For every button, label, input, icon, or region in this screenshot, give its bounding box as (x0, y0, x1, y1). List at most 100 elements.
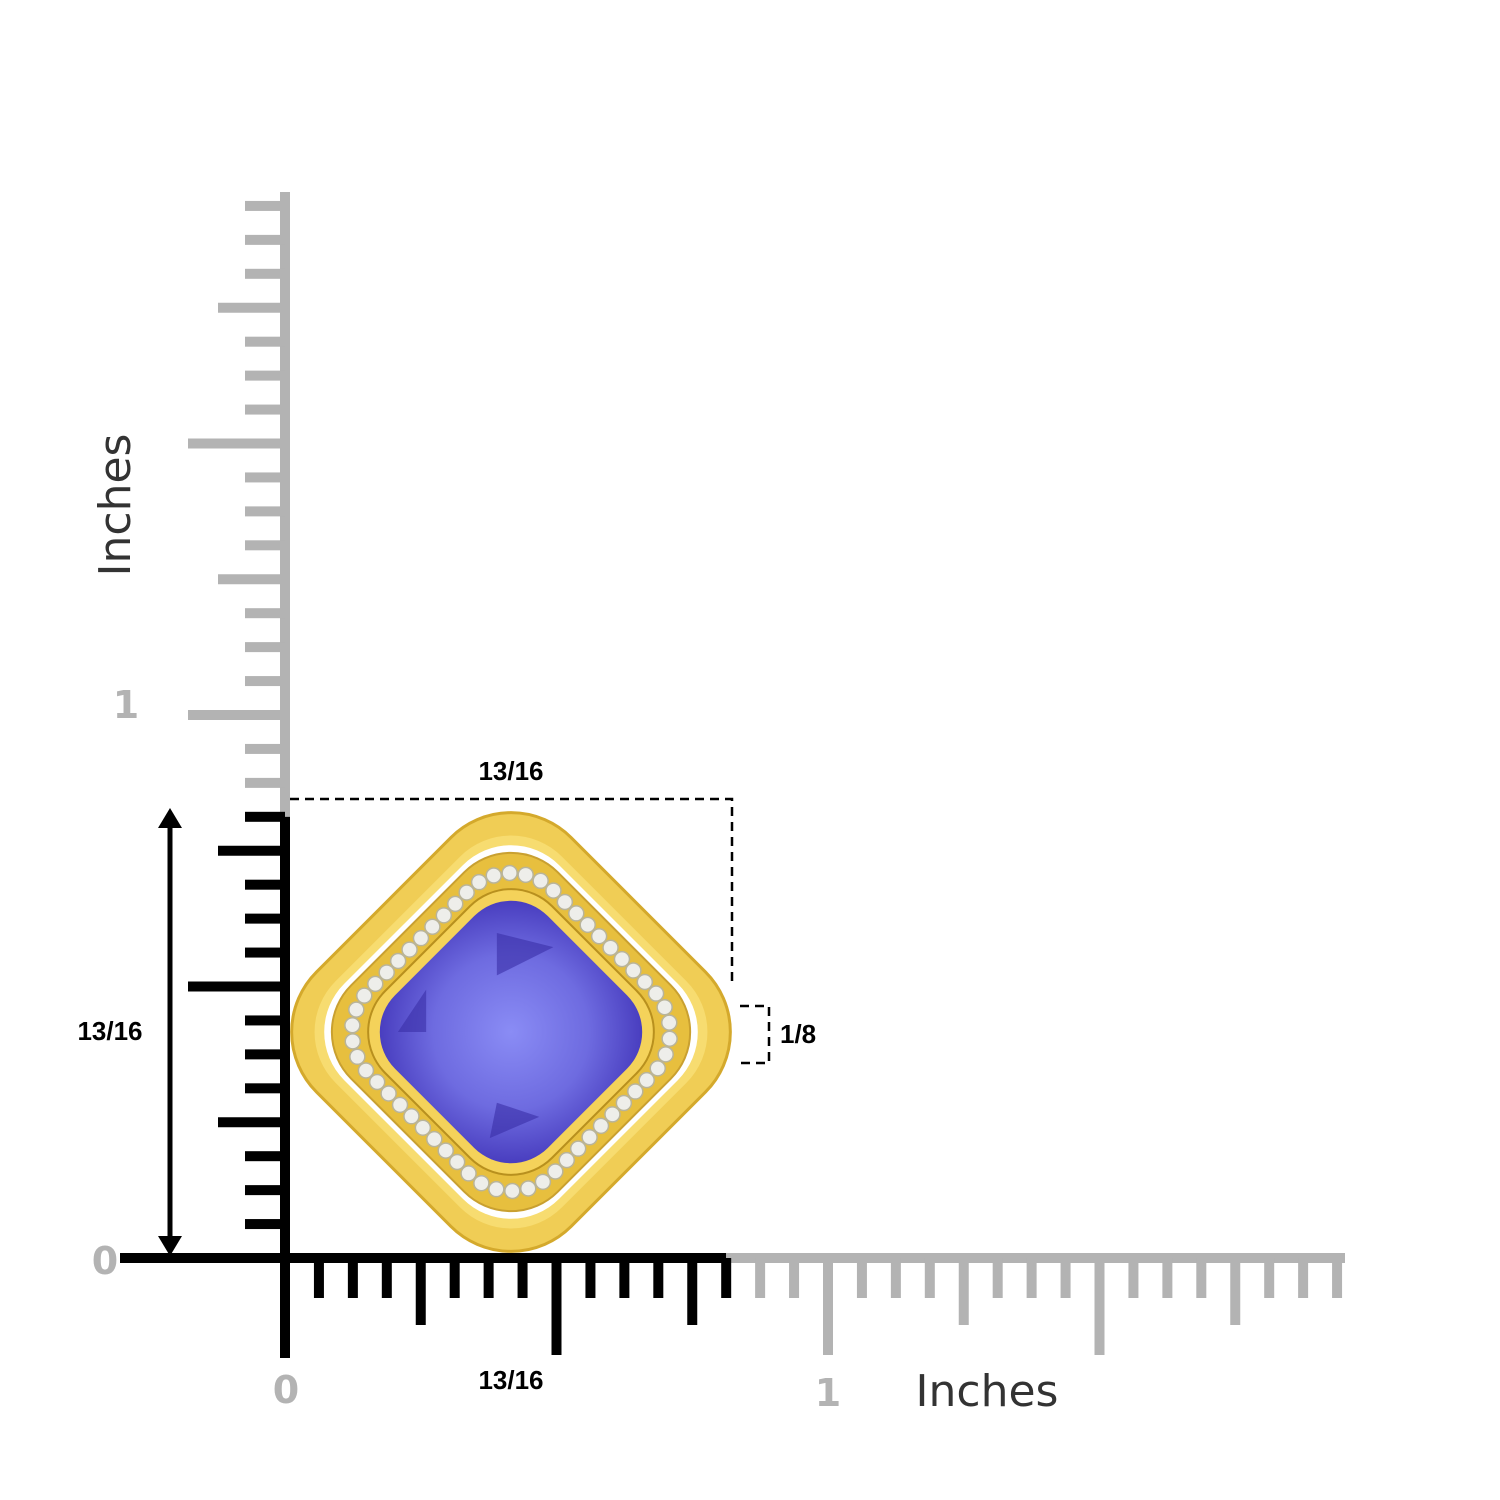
halo-diamond (649, 1060, 666, 1077)
halo-diamond (545, 882, 562, 899)
halo-diamond (534, 1173, 552, 1191)
horizontal-zero-label: 0 (273, 1368, 299, 1412)
vertical-ruler-tick (245, 404, 285, 415)
halo-diamond (356, 987, 373, 1004)
halo-diamond (615, 1094, 633, 1112)
tanzanite-halo-ring-image (290, 811, 732, 1253)
bottom-width-label: 13/16 (478, 1365, 543, 1395)
vertical-ruler-tick (245, 1049, 285, 1060)
halo-diamond (348, 1001, 365, 1018)
vertical-ruler-tick (188, 438, 285, 449)
halo-diamond (501, 864, 518, 882)
halo-diamond (458, 884, 475, 901)
horizontal-ruler-tick (551, 1258, 562, 1355)
horizontal-ruler-tick (755, 1258, 766, 1298)
halo-diamond (488, 1180, 505, 1198)
halo-diamond (568, 905, 585, 922)
top-width-label: 13/16 (478, 756, 543, 786)
halo-diamond (592, 1117, 610, 1135)
halo-diamond (504, 1182, 521, 1200)
vertical-ruler-tick (245, 200, 285, 211)
horizontal-ruler-tick (1196, 1258, 1207, 1298)
horizontal-ruler-tick (1128, 1258, 1139, 1298)
halo-diamond (380, 1085, 397, 1102)
halo-diamond (657, 1046, 674, 1063)
halo-diamond (344, 1033, 361, 1050)
halo-diamond (661, 1030, 678, 1047)
halo-diamond (378, 964, 395, 981)
vertical-ruler-tick (218, 574, 285, 585)
halo-diamond (470, 873, 488, 891)
horizontal-ruler-tick (789, 1258, 800, 1298)
halo-diamond (602, 939, 619, 956)
halo-diamond (627, 1083, 644, 1100)
vertical-ruler-tick (245, 1219, 285, 1230)
vertical-ruler-tick (245, 234, 285, 245)
halo-diamond (368, 1073, 386, 1091)
horizontal-ruler-tick (958, 1258, 969, 1325)
vertical-ruler-gray (280, 192, 290, 817)
halo-diamond (647, 985, 665, 1002)
halo-diamond (517, 866, 534, 884)
horizontal-ruler-tick (1162, 1258, 1173, 1298)
halo-diamond (401, 941, 418, 958)
vertical-ruler-black (280, 816, 290, 1263)
horizontal-ruler-tick (924, 1258, 935, 1298)
halo-diamond (389, 952, 407, 970)
halo-diamond (460, 1165, 477, 1182)
halo-diamond (447, 895, 464, 913)
halo-diamond (403, 1108, 420, 1125)
vertical-ruler-tick (245, 777, 285, 788)
halo-diamond (558, 1151, 575, 1169)
vertical-ruler-tick (245, 913, 285, 924)
halo-diamond (590, 928, 608, 945)
horizontal-ruler-tick (1332, 1258, 1343, 1298)
halo-diamond (435, 907, 453, 924)
horizontal-ruler-tick (381, 1258, 392, 1298)
vertical-ruler-tick (245, 472, 285, 483)
horizontal-ruler-tick (347, 1258, 358, 1298)
horizontal-ruler-tick (856, 1258, 867, 1298)
vertical-ruler-tick (245, 879, 285, 890)
arrow-down-icon (158, 1236, 182, 1256)
horizontal-ruler-tick (449, 1258, 460, 1298)
halo-diamond (412, 929, 430, 947)
halo-diamond (656, 998, 673, 1016)
halo-diamond (532, 872, 549, 890)
horizontal-ruler-tick (1298, 1258, 1309, 1298)
vertical-ruler-tick (245, 1015, 285, 1026)
rulers (120, 192, 1345, 1358)
halo-diamond (448, 1153, 466, 1171)
vertical-ruler-tick (218, 845, 285, 856)
vertical-ruler-tick (245, 506, 285, 517)
halo-diamond (547, 1163, 564, 1180)
halo-diamond (367, 975, 384, 993)
horizontal-ruler-tick (415, 1258, 426, 1325)
halo-diamond (604, 1106, 621, 1123)
vertical-ruler-tick (245, 811, 285, 822)
horizontal-ruler-black (280, 1253, 727, 1263)
halo-diamond (485, 867, 503, 884)
horizontal-ruler-tick (1094, 1258, 1105, 1355)
halo-diamond (357, 1062, 375, 1079)
height-label: 13/16 (77, 1016, 142, 1046)
halo-diamond (638, 1071, 655, 1089)
vertical-zero-label: 0 (92, 1239, 118, 1283)
halo-diamond (473, 1174, 490, 1192)
vertical-ruler-tick (245, 1083, 285, 1094)
horizontal-ruler-tick (1230, 1258, 1241, 1325)
horizontal-ruler-tick (992, 1258, 1003, 1298)
vertical-ruler-tick (245, 370, 285, 381)
horizontal-zero-tick (280, 1253, 290, 1358)
vertical-ruler-tick (245, 336, 285, 347)
vertical-ruler-tick (245, 676, 285, 687)
halo-diamond (569, 1140, 587, 1157)
vertical-ruler-tick (218, 302, 285, 313)
horizontal-ruler-tick (517, 1258, 528, 1298)
vertical-ruler-tick (188, 981, 285, 992)
halo-diamond (581, 1129, 598, 1146)
horizontal-ruler-tick (619, 1258, 630, 1298)
vertical-ruler-tick (245, 1185, 285, 1196)
vertical-ruler-tick (245, 268, 285, 279)
